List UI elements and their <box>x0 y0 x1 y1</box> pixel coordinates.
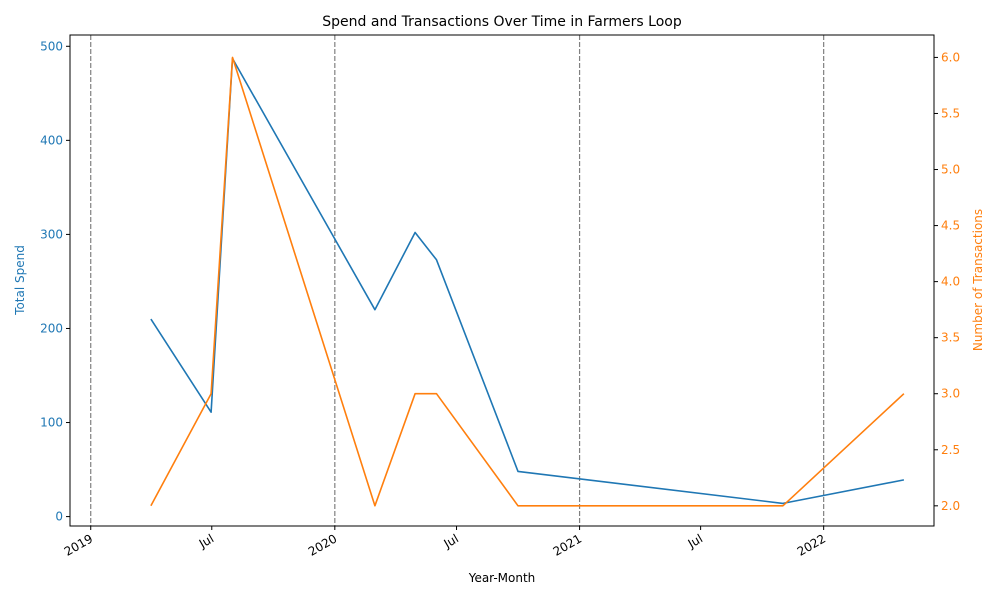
right-tick-label: 5.0 <box>941 163 960 177</box>
left-axis-label: Total Spend <box>13 245 27 316</box>
right-tick-label: 5.5 <box>941 106 960 120</box>
left-tick-label: 0 <box>55 510 63 524</box>
right-axis-ticks: 2.0 2.5 3.0 3.5 4.0 4.5 5.0 5.5 6.0 <box>934 50 960 513</box>
right-tick-label: 6.0 <box>941 50 960 64</box>
chart-title: Spend and Transactions Over Time in Farm… <box>322 14 682 30</box>
left-tick-label: 500 <box>40 39 63 53</box>
left-tick-label: 100 <box>40 416 63 430</box>
x-tick-label: Jul <box>685 531 705 551</box>
right-tick-label: 2.5 <box>941 443 960 457</box>
right-tick-label: 4.0 <box>941 275 960 289</box>
left-tick-label: 400 <box>40 133 63 147</box>
left-axis-ticks: 0 100 200 300 400 500 <box>40 39 70 524</box>
x-axis-label: Year-Month <box>468 571 536 585</box>
right-tick-label: 2.0 <box>941 499 960 513</box>
right-tick-label: 4.5 <box>941 219 960 233</box>
series-lines <box>150 56 905 507</box>
right-tick-label: 3.0 <box>941 387 960 401</box>
year-divider-lines <box>90 35 825 526</box>
left-tick-label: 200 <box>40 321 63 335</box>
transactions-series-line <box>150 56 905 507</box>
left-tick-label: 300 <box>40 227 63 241</box>
right-tick-label: 3.5 <box>941 331 960 345</box>
right-axis-label: Number of Transactions <box>971 209 985 351</box>
x-tick-label: Jul <box>441 531 461 551</box>
x-tick-label: Jul <box>196 531 216 551</box>
plot-frame <box>69 34 935 527</box>
spend-series-line <box>150 57 905 505</box>
